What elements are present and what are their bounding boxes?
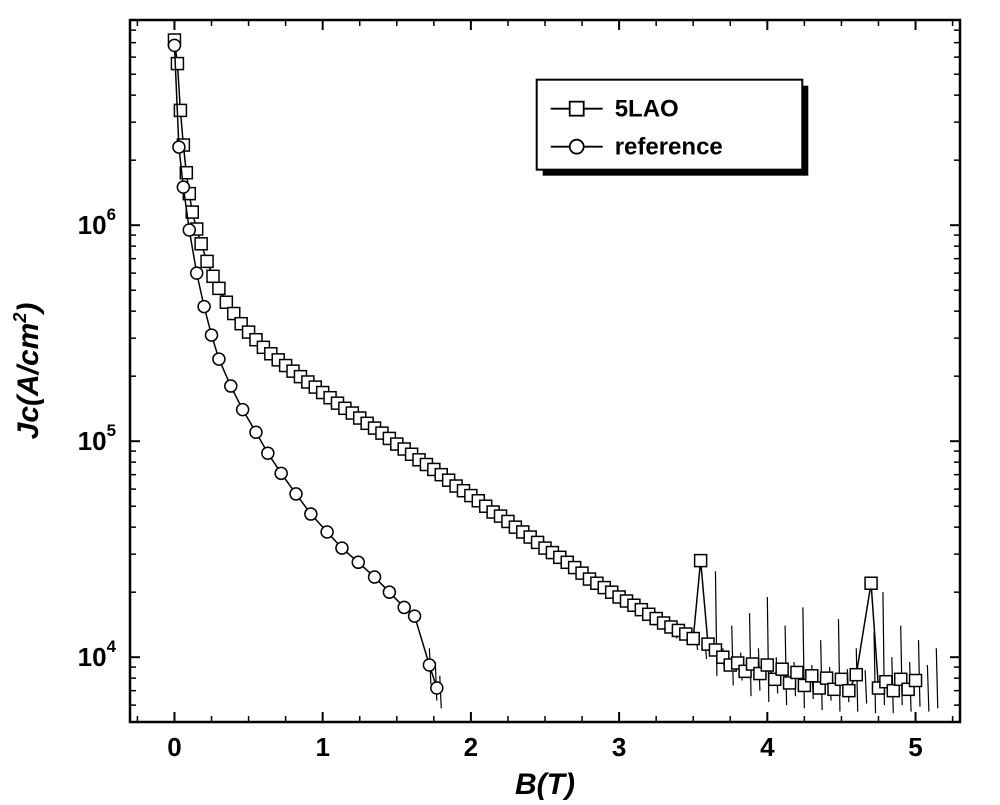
- marker-circle: [290, 488, 302, 500]
- marker-square: [850, 669, 862, 681]
- marker-circle: [206, 329, 218, 341]
- chart-svg: 0 1 2 3 4 5 B(T) 104 105 106 Jc(A/cm2) 5LAO referenc…: [0, 0, 1000, 805]
- marker-square: [687, 633, 699, 645]
- marker-square: [201, 255, 213, 267]
- marker-circle: [275, 467, 287, 479]
- marker-square: [171, 58, 183, 70]
- y-tick-label: 106: [78, 205, 116, 240]
- x-axis-label: B(T): [515, 768, 575, 801]
- marker-circle: [321, 526, 333, 538]
- marker-square: [843, 685, 855, 697]
- marker-square: [791, 666, 803, 678]
- chart-container: 0 1 2 3 4 5 B(T) 104 105 106 Jc(A/cm2) 5LAO referenc…: [0, 0, 1000, 805]
- marker-circle: [305, 508, 317, 520]
- marker-square: [806, 670, 818, 682]
- marker-square: [195, 238, 207, 250]
- marker-circle: [213, 353, 225, 365]
- x-tick-label: 2: [464, 732, 478, 762]
- x-tick-label: 4: [760, 732, 775, 762]
- legend-label: reference: [615, 134, 723, 161]
- marker-circle: [423, 659, 435, 671]
- y-tick-label: 105: [78, 421, 116, 456]
- marker-square: [220, 296, 232, 308]
- marker-circle: [168, 39, 180, 51]
- marker-square: [207, 270, 219, 282]
- marker-square: [213, 282, 225, 294]
- marker-square: [835, 673, 847, 685]
- x-tick-label: 3: [612, 732, 626, 762]
- marker-square: [695, 555, 707, 567]
- legend-label: 5LAO: [615, 96, 679, 123]
- y-tick-label: 104: [78, 637, 117, 672]
- legend-marker-circle: [570, 140, 584, 154]
- marker-square: [865, 577, 877, 589]
- series-line-reference: [174, 45, 436, 688]
- marker-circle: [383, 586, 395, 598]
- marker-circle: [250, 426, 262, 438]
- marker-circle: [237, 404, 249, 416]
- marker-square: [887, 685, 899, 697]
- marker-circle: [369, 571, 381, 583]
- marker-circle: [191, 267, 203, 279]
- marker-circle: [198, 301, 210, 313]
- marker-circle: [431, 682, 443, 694]
- marker-square: [821, 672, 833, 684]
- marker-square: [761, 659, 773, 671]
- legend-marker-square: [570, 102, 584, 116]
- marker-circle: [177, 181, 189, 193]
- marker-circle: [225, 380, 237, 392]
- x-tick-label: 1: [315, 732, 329, 762]
- marker-circle: [183, 224, 195, 236]
- x-tick-label: 0: [167, 732, 181, 762]
- y-axis-label: Jc(A/cm2): [10, 303, 45, 440]
- marker-square: [910, 675, 922, 687]
- marker-circle: [398, 601, 410, 613]
- marker-square: [174, 104, 186, 116]
- x-tick-label: 5: [908, 732, 922, 762]
- marker-circle: [173, 141, 185, 153]
- marker-circle: [352, 556, 364, 568]
- marker-circle: [336, 542, 348, 554]
- marker-circle: [262, 447, 274, 459]
- marker-circle: [409, 610, 421, 622]
- marker-square: [776, 663, 788, 675]
